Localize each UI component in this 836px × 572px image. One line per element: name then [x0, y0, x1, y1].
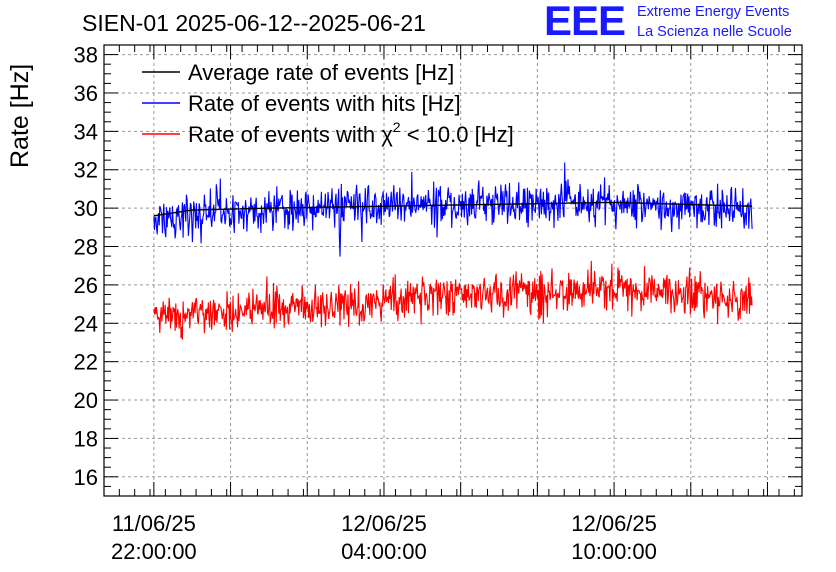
y-tick-label: 26 — [74, 273, 98, 298]
y-tick-label: 22 — [74, 350, 98, 375]
chart-title: SIEN-01 2025-06-12--2025-06-21 — [82, 10, 426, 36]
y-tick-label: 24 — [74, 311, 98, 336]
y-axis-label: Rate [Hz] — [6, 64, 34, 168]
series-line-chi2 — [153, 260, 753, 340]
y-tick-label: 32 — [74, 158, 98, 183]
y-tick-label: 30 — [74, 196, 98, 221]
x-tick-label-date: 12/06/25 — [341, 511, 427, 536]
y-tick-label: 34 — [74, 119, 98, 144]
legend-label-prefix: Rate of events with — [188, 122, 381, 147]
x-tick-label-date: 11/06/25 — [112, 511, 196, 536]
legend-label-chi2: Rate of events with χ2 < 10.0 [Hz] — [188, 119, 514, 147]
logo-text-line1: Extreme Energy Events — [637, 4, 790, 20]
legend-label-suffix: < 10.0 [Hz] — [401, 122, 514, 147]
grid-layer — [104, 45, 802, 496]
x-tick-label-time: 04:00:00 — [341, 539, 427, 564]
y-tick-label: 20 — [74, 388, 98, 413]
legend-label-hits: Rate of events with hits [Hz] — [188, 91, 461, 116]
eee-logo: EEE — [544, 0, 626, 44]
series-line-avg — [153, 201, 753, 217]
axis-layer: 16 18 20 22 24 26 28 30 32 34 36 38 11/06/25 22:00:00… — [74, 43, 802, 564]
plot-frame — [103, 44, 803, 497]
x-tick-label-date: 12/06/25 — [571, 511, 657, 536]
x-tick-label-time: 22:00:00 — [111, 539, 197, 564]
y-tick-label: 36 — [74, 81, 98, 106]
y-tick-label: 18 — [74, 426, 98, 451]
legend-label-chi: χ — [381, 122, 393, 147]
y-tick-label: 16 — [74, 465, 98, 490]
legend-label-avg: Average rate of events [Hz] — [188, 60, 454, 85]
legend: Average rate of events [Hz] Rate of event… — [142, 60, 514, 147]
series-line-hits — [153, 162, 753, 257]
legend-label-sup: 2 — [393, 119, 401, 135]
y-tick-label: 38 — [74, 43, 98, 68]
y-tick-label: 28 — [74, 235, 98, 260]
x-tick-label-time: 10:00:00 — [571, 539, 657, 564]
series-layer — [153, 162, 753, 340]
logo-text-line2: La Scienza nelle Scuole — [637, 24, 792, 40]
